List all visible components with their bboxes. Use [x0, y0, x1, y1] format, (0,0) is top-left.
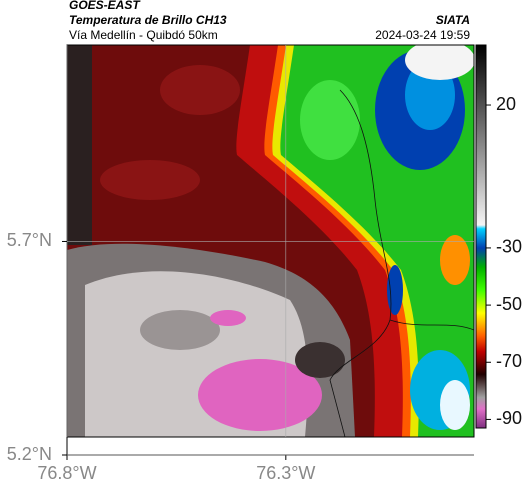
x-tick-label: 76.3°W [256, 463, 315, 483]
colorbar [475, 44, 487, 429]
subtitle: Vía Medellín - Quibdó 50km [69, 28, 218, 42]
y-tick-label: 5.2°N [7, 444, 52, 464]
colorbar-tick-label: -30 [496, 237, 522, 257]
colorbar-tick-label: -90 [496, 408, 522, 428]
x-tick-label: 76.8°W [37, 463, 96, 483]
datetime: 2024-03-24 19:59 [375, 28, 470, 42]
agency: SIATA [436, 13, 470, 27]
colorbar-tick-label: -70 [496, 351, 522, 371]
colorbar-tick-label: -50 [496, 294, 522, 314]
title: Temperatura de Brillo CH13 [69, 13, 227, 27]
satellite-image [67, 45, 474, 437]
source: GOES-EAST [69, 0, 141, 12]
y-tick-label: 5.7°N [7, 230, 52, 250]
colorbar-tick-label: 20 [496, 94, 516, 114]
